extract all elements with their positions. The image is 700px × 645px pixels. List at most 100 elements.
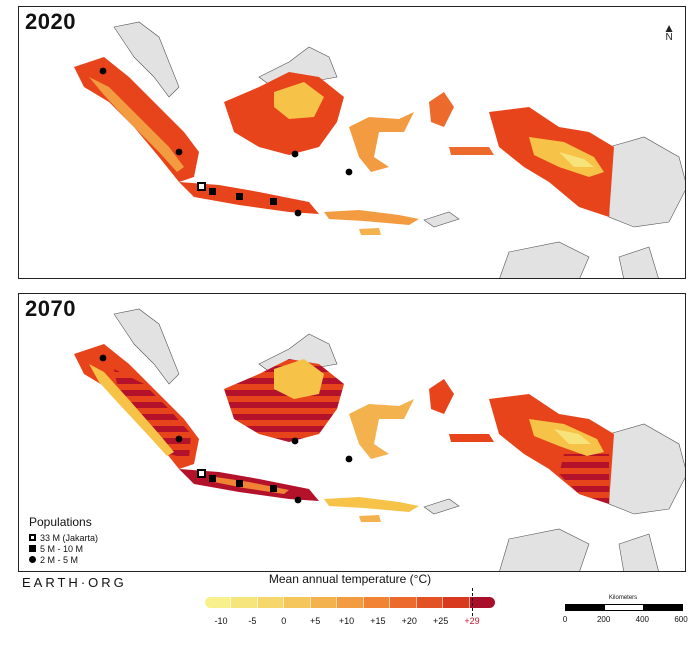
city-jakarta [197, 182, 206, 191]
colorbar-segment [469, 597, 495, 608]
city-palembang [175, 435, 183, 443]
papua-extreme [559, 454, 609, 504]
colorbar-tick-label: +20 [401, 616, 417, 626]
timor-east [423, 211, 460, 228]
population-legend-title: Populations [29, 515, 92, 529]
colorbar-segment [416, 597, 444, 608]
population-legend: Populations 33 M (Jakarta) 5 M - 10 M 2 … [29, 515, 98, 565]
city-bandung [209, 188, 216, 195]
city-bandung [209, 475, 216, 482]
scale-label: Kilometers [608, 595, 638, 601]
sulawesi [349, 399, 414, 459]
lesser-sunda [324, 210, 419, 225]
scale-tick-label: 200 [596, 615, 611, 624]
city-semarang [236, 193, 243, 200]
scale-segment [566, 605, 586, 610]
city-palembang [175, 148, 183, 156]
colorbar-ticks: -10 -5 0 +5 +10 +15 +20 +25 +29 [205, 616, 495, 630]
maluku [429, 92, 454, 127]
scale-bar [565, 604, 683, 611]
brand-logo: EARTH·ORG [22, 575, 127, 590]
colorbar-threshold-line [472, 588, 473, 616]
north-label: N [665, 32, 673, 43]
colorbar-segment [231, 597, 258, 608]
png-east [608, 136, 685, 228]
sumba [359, 515, 381, 522]
scale-segment [585, 605, 605, 610]
sulawesi [349, 112, 414, 172]
colorbar-tick-label: 0 [281, 616, 287, 626]
australia-north [499, 241, 590, 278]
colorbar-title: Mean annual temperature (°C) [268, 572, 432, 586]
papua-peaks [559, 152, 594, 167]
seram [449, 147, 494, 155]
sumatra-extreme [114, 369, 191, 459]
filled-circle-icon [29, 556, 36, 563]
timor-east [423, 498, 460, 515]
colorbar-tick-label: +5 [309, 616, 321, 626]
population-legend-label: 2 M - 5 M [40, 554, 79, 565]
population-legend-row: 33 M (Jakarta) [29, 532, 98, 543]
scale-tick-label: 0 [562, 615, 568, 624]
scale-segment [662, 605, 682, 610]
scale-segment [604, 605, 624, 610]
map-2070 [74, 308, 685, 571]
papua-peaks [554, 429, 591, 444]
sumba [359, 228, 381, 235]
colorbar-tick-label: -10 [214, 616, 228, 626]
north-arrow: ▲ N [663, 21, 675, 43]
colorbar [205, 597, 495, 608]
malaysia-peninsula [113, 21, 180, 98]
colorbar-segment [363, 597, 391, 608]
colorbar-tick-label: +15 [370, 616, 386, 626]
scale-tick-label: 400 [635, 615, 650, 624]
city-makassar [345, 168, 353, 176]
population-legend-row: 2 M - 5 M [29, 554, 98, 565]
map-panel-2020: 2020 ▲ N [18, 6, 686, 279]
panel-year: 2020 [25, 9, 76, 34]
population-legend-label: 5 M - 10 M [40, 543, 84, 554]
cape-york [618, 533, 659, 571]
map-2020 [74, 21, 685, 278]
sumatra-highlands [89, 364, 174, 456]
city-medan [99, 67, 107, 75]
colorbar-segment [443, 597, 470, 608]
city-surabaya [270, 485, 277, 492]
colorbar-tick-label: +25 [432, 616, 449, 626]
city-semarang [236, 480, 243, 487]
colorbar-tick-label: -5 [248, 616, 257, 626]
city-banjarmasin [291, 150, 299, 158]
panel-year: 2070 [25, 296, 76, 321]
colorbar-segment [257, 597, 285, 608]
borneo-interior [274, 359, 324, 399]
population-legend-row: 5 M - 10 M [29, 543, 98, 554]
colorbar-tick-label: +10 [338, 616, 355, 626]
colorbar-segment [205, 597, 232, 608]
colorbar-segment [284, 597, 311, 608]
map-panel-2070: 2070 Populations 33 M (Jakarta) 5 M - 10… [18, 293, 686, 572]
filled-square-icon [29, 545, 36, 552]
colorbar-segment [310, 597, 338, 608]
city-malang [294, 209, 302, 217]
maluku [429, 379, 454, 414]
city-surabaya [270, 198, 277, 205]
seram [449, 434, 494, 442]
colorbar-tick-label: +29 [464, 616, 480, 626]
scale-tick-label: 600 [674, 615, 688, 624]
north-arrow-icon: ▲ [663, 21, 675, 35]
malaysia-peninsula [113, 308, 180, 385]
australia-north [499, 528, 590, 571]
open-square-icon [29, 534, 36, 541]
sumatra-highlands [89, 77, 184, 172]
colorbar-segment [390, 597, 417, 608]
city-jakarta [197, 469, 206, 478]
png-east [608, 423, 685, 515]
colorbar-segment [337, 597, 364, 608]
java-highlands [209, 476, 289, 494]
borneo-interior [274, 82, 324, 119]
city-makassar [345, 455, 353, 463]
cape-york [618, 246, 659, 278]
population-legend-label: 33 M (Jakarta) [40, 532, 99, 543]
lesser-sunda [324, 497, 419, 512]
scale-segment [643, 605, 663, 610]
